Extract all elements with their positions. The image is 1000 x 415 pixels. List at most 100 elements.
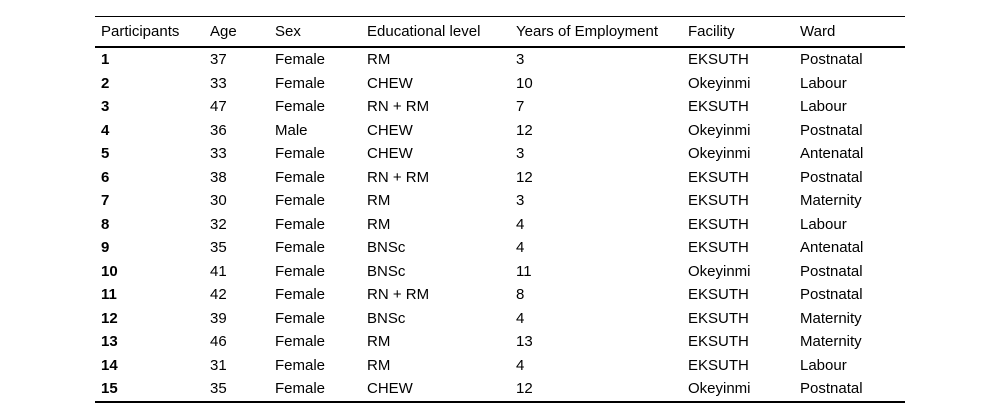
- table-cell-sex: Female: [275, 380, 326, 398]
- table-cell-sex: Female: [275, 309, 326, 327]
- participants-table: Participants Age Sex Educational level Years…: [95, 16, 905, 403]
- column-header-facility: Facility: [688, 23, 735, 40]
- table-cell-educational-level: RN + RM: [367, 168, 430, 186]
- table-cell-age: 31: [210, 356, 227, 374]
- table-body: 1 37 Female RM 3 EKSUTH Postnatal 2 33 Female CHEW…: [95, 47, 905, 402]
- table-cell-educational-level: CHEW: [367, 380, 413, 398]
- table-row: 3 47 Female RN + RM 7 EKSUTH Labour: [95, 95, 905, 119]
- table-cell-ward: Labour: [800, 356, 847, 374]
- participant-id-cell: 1: [101, 51, 110, 69]
- table-row: 6 38 Female RN + RM 12 EKSUTH Postnatal: [95, 166, 905, 190]
- table-cell-age: 37: [210, 51, 227, 69]
- participant-id-cell: 15: [101, 380, 118, 398]
- table-cell-ward: Postnatal: [800, 262, 863, 280]
- table-cell-facility: EKSUTH: [688, 333, 749, 351]
- table-cell-educational-level: BNSc: [367, 239, 406, 257]
- table-row: 10 41 Female BNSc 11 Okeyinmi Postnatal: [95, 260, 905, 284]
- table-cell-age: 35: [210, 239, 227, 257]
- table-cell-years-of-employment: 13: [516, 333, 533, 351]
- table-cell-ward: Postnatal: [800, 51, 863, 69]
- table-cell-ward: Maternity: [800, 333, 862, 351]
- table-cell-years-of-employment: 4: [516, 215, 525, 233]
- table-cell-educational-level: RM: [367, 192, 391, 210]
- table-cell-ward: Postnatal: [800, 168, 863, 186]
- table-row: 15 35 Female CHEW 12 Okeyinmi Postnatal: [95, 377, 905, 402]
- table-row: 14 31 Female RM 4 EKSUTH Labour: [95, 354, 905, 378]
- column-header-age: Age: [210, 23, 237, 40]
- table-cell-sex: Female: [275, 145, 326, 163]
- table-cell-sex: Female: [275, 262, 326, 280]
- participant-id-cell: 8: [101, 215, 110, 233]
- table-cell-age: 39: [210, 309, 227, 327]
- table-cell-facility: EKSUTH: [688, 215, 749, 233]
- table-cell-facility: Okeyinmi: [688, 262, 751, 280]
- table-cell-educational-level: RM: [367, 215, 391, 233]
- table-cell-years-of-employment: 4: [516, 309, 525, 327]
- table-cell-ward: Maternity: [800, 192, 862, 210]
- table-cell-age: 33: [210, 145, 227, 163]
- table-cell-facility: EKSUTH: [688, 356, 749, 374]
- table-cell-facility: Okeyinmi: [688, 121, 751, 139]
- column-header-educational-level: Educational level: [367, 23, 481, 40]
- table-cell-age: 47: [210, 98, 227, 116]
- table-cell-facility: EKSUTH: [688, 286, 749, 304]
- table-cell-years-of-employment: 12: [516, 380, 533, 398]
- table-cell-educational-level: BNSc: [367, 309, 406, 327]
- table-cell-years-of-employment: 8: [516, 286, 525, 304]
- table-cell-ward: Labour: [800, 98, 847, 116]
- table-cell-age: 41: [210, 262, 227, 280]
- table-row: 11 42 Female RN + RM 8 EKSUTH Postnatal: [95, 283, 905, 307]
- table-cell-educational-level: CHEW: [367, 145, 413, 163]
- table-cell-educational-level: RN + RM: [367, 286, 430, 304]
- table-cell-educational-level: BNSc: [367, 262, 406, 280]
- table-cell-educational-level: RM: [367, 356, 391, 374]
- table-row: 8 32 Female RM 4 EKSUTH Labour: [95, 213, 905, 237]
- table-row: 5 33 Female CHEW 3 Okeyinmi Antenatal: [95, 142, 905, 166]
- table-cell-educational-level: CHEW: [367, 121, 413, 139]
- header-row: Participants Age Sex Educational level Years…: [95, 16, 905, 47]
- table-cell-educational-level: RM: [367, 51, 391, 69]
- table-cell-facility: EKSUTH: [688, 239, 749, 257]
- table-cell-sex: Female: [275, 192, 326, 210]
- table-cell-ward: Postnatal: [800, 380, 863, 398]
- participant-id-cell: 5: [101, 145, 110, 163]
- participant-id-cell: 10: [101, 262, 118, 280]
- participant-id-cell: 14: [101, 356, 118, 374]
- table-cell-age: 33: [210, 74, 227, 92]
- table-cell-educational-level: CHEW: [367, 74, 413, 92]
- table-cell-sex: Male: [275, 121, 308, 139]
- table-cell-years-of-employment: 4: [516, 239, 525, 257]
- participant-id-cell: 12: [101, 309, 118, 327]
- table-row: 13 46 Female RM 13 EKSUTH Maternity: [95, 330, 905, 354]
- participant-id-cell: 13: [101, 333, 118, 351]
- participant-id-cell: 2: [101, 74, 110, 92]
- table-cell-age: 36: [210, 121, 227, 139]
- table-cell-age: 42: [210, 286, 227, 304]
- table-cell-facility: EKSUTH: [688, 192, 749, 210]
- table-cell-ward: Postnatal: [800, 286, 863, 304]
- table-cell-age: 35: [210, 380, 227, 398]
- table-cell-facility: Okeyinmi: [688, 74, 751, 92]
- table-cell-facility: Okeyinmi: [688, 145, 751, 163]
- table-cell-sex: Female: [275, 356, 326, 374]
- table-row: 7 30 Female RM 3 EKSUTH Maternity: [95, 189, 905, 213]
- participant-id-cell: 3: [101, 98, 110, 116]
- table-cell-years-of-employment: 3: [516, 145, 525, 163]
- participant-id-cell: 9: [101, 239, 110, 257]
- table-cell-sex: Female: [275, 74, 326, 92]
- table-cell-age: 38: [210, 168, 227, 186]
- table-cell-sex: Female: [275, 286, 326, 304]
- table-cell-age: 32: [210, 215, 227, 233]
- table-cell-facility: EKSUTH: [688, 168, 749, 186]
- table-row: 2 33 Female CHEW 10 Okeyinmi Labour: [95, 72, 905, 96]
- table-cell-ward: Labour: [800, 74, 847, 92]
- table-cell-years-of-employment: 3: [516, 192, 525, 210]
- table-cell-facility: EKSUTH: [688, 51, 749, 69]
- table-cell-ward: Labour: [800, 215, 847, 233]
- table-cell-ward: Antenatal: [800, 239, 864, 257]
- table-row: 12 39 Female BNSc 4 EKSUTH Maternity: [95, 307, 905, 331]
- table-cell-years-of-employment: 4: [516, 356, 525, 374]
- table-cell-educational-level: RM: [367, 333, 391, 351]
- table-cell-years-of-employment: 12: [516, 121, 533, 139]
